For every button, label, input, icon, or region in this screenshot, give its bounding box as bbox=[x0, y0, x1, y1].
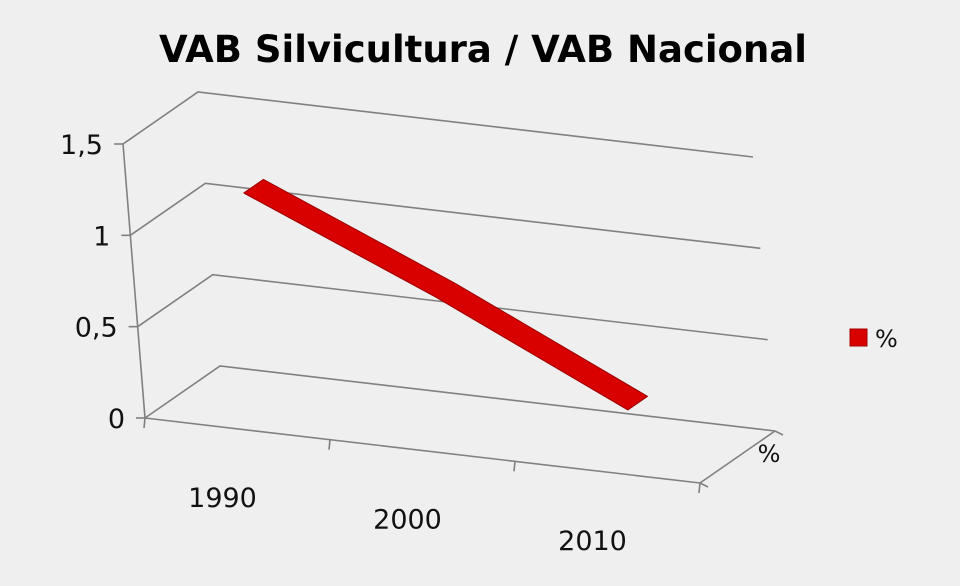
x-tick-label-2: 2010 bbox=[558, 526, 627, 557]
gridline-2 bbox=[129, 182, 761, 250]
gridline-3 bbox=[122, 91, 754, 158]
axes bbox=[114, 143, 784, 494]
series-layer bbox=[243, 178, 648, 411]
y-axis-line bbox=[122, 143, 146, 419]
depth-tick-mark-0 bbox=[699, 482, 709, 488]
x-tick-label-0: 1990 bbox=[188, 483, 257, 514]
x-tick-mark-3 bbox=[698, 482, 701, 494]
legend-entry-label: % bbox=[875, 325, 898, 353]
x-tick-mark-2 bbox=[513, 461, 516, 472]
legend-swatch bbox=[849, 328, 868, 347]
x-tick-mark-1 bbox=[328, 439, 331, 450]
x-tick-mark-0 bbox=[143, 417, 146, 429]
y-tick-label-2: 1 bbox=[93, 221, 110, 252]
x-axis-line bbox=[144, 417, 701, 484]
gridline-0 bbox=[144, 365, 776, 432]
series-ribbon-0 bbox=[243, 178, 648, 411]
gridline-1 bbox=[137, 273, 768, 341]
y-tick-label-1: 0,5 bbox=[75, 313, 118, 344]
chart-title: VAB Silvicultura / VAB Nacional bbox=[159, 28, 807, 71]
y-axis-tick-labels: 0 0,5 1 1,5 bbox=[60, 130, 125, 435]
x-tick-label-1: 2000 bbox=[373, 505, 442, 536]
x-axis-tick-labels: 1990 2000 2010 bbox=[188, 483, 627, 557]
gridlines bbox=[122, 91, 776, 432]
y-tick-label-3: 1,5 bbox=[60, 130, 103, 161]
depth-tick-mark-1 bbox=[774, 430, 784, 436]
legend: % bbox=[849, 325, 898, 353]
depth-axis-label: % bbox=[758, 440, 781, 468]
y-tick-label-0: 0 bbox=[108, 404, 125, 435]
depth-axis-line bbox=[699, 430, 776, 484]
